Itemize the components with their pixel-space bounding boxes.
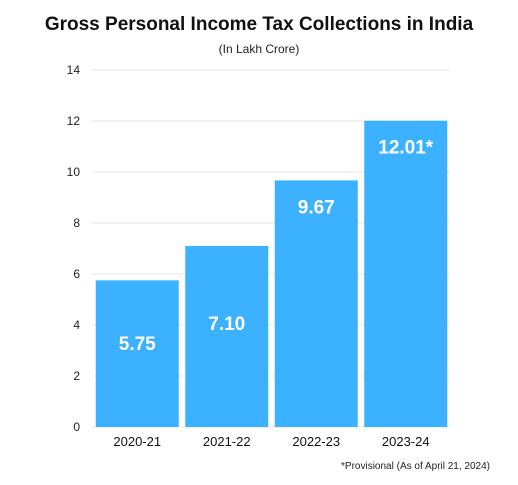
x-axis-ticks: 2020-21 2021-22 2022-23 2023-24 [113,434,429,449]
data-label: 7.10 [208,314,245,335]
y-axis-ticks: 0 2 4 6 8 10 12 14 [67,63,81,434]
y-tick-label: 4 [73,318,80,332]
bar [274,180,358,427]
footnote: *Provisional (As of April 21, 2024) [341,461,490,472]
data-label: 9.67 [298,197,335,218]
y-tick-label: 14 [67,63,81,77]
chart-subtitle: (In Lakh Crore) [218,42,300,56]
data-label: 12.01* [378,138,434,159]
data-labels: 5.75 7.10 9.67 12.01* [119,138,434,355]
bars [95,120,448,428]
data-label: 5.75 [119,334,156,355]
x-tick-label: 2022-23 [292,434,340,449]
bar [185,245,269,427]
y-tick-label: 8 [73,216,80,230]
chart-title: Gross Personal Income Tax Collections in… [44,14,474,35]
y-tick-label: 2 [73,369,80,383]
y-tick-label: 12 [67,114,81,128]
x-tick-label: 2020-21 [113,434,161,449]
bar [364,120,448,428]
bar [95,280,179,427]
x-tick-label: 2023-24 [382,434,430,449]
y-tick-label: 10 [67,165,81,179]
x-tick-label: 2021-22 [203,434,251,449]
y-tick-label: 0 [73,420,80,434]
y-tick-label: 6 [73,267,80,281]
